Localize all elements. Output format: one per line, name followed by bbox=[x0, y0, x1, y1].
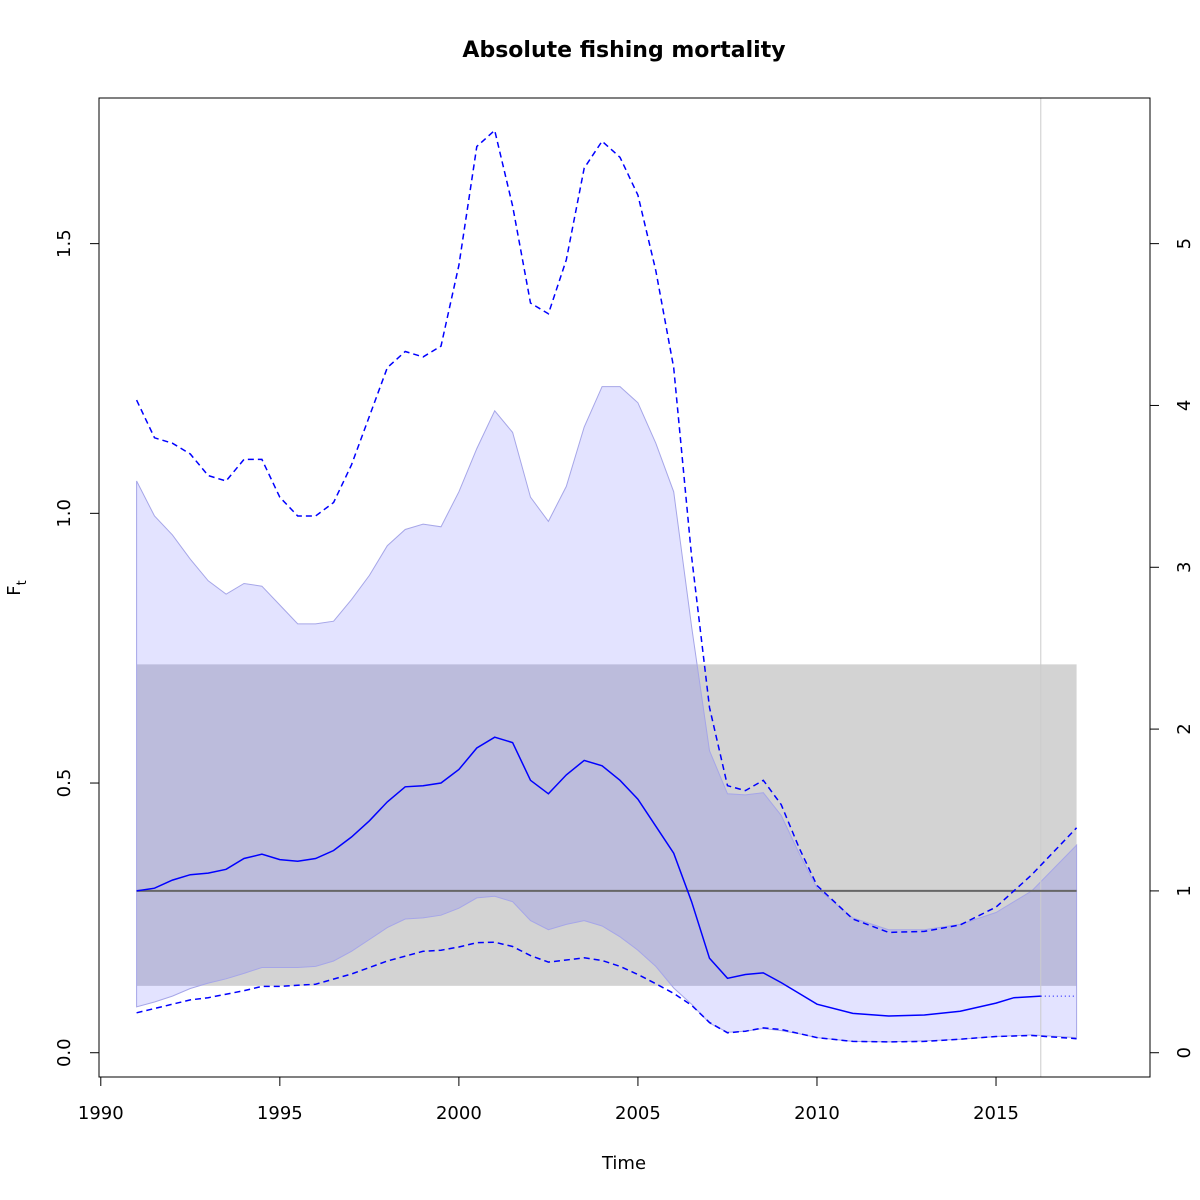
series-line-upper-ci bbox=[135, 128, 1078, 934]
y-tick-label: 0.0 bbox=[54, 1038, 75, 1067]
x-tick-label: 1995 bbox=[257, 1103, 303, 1124]
x-tick-label: 2010 bbox=[794, 1103, 840, 1124]
x-tick-label: 2000 bbox=[436, 1103, 482, 1124]
chart-title: Absolute fishing mortality bbox=[462, 38, 785, 63]
right-y-tick-label: 3 bbox=[1174, 562, 1195, 573]
right-y-tick-label: 4 bbox=[1174, 400, 1195, 411]
right-y-tick-label: 2 bbox=[1174, 723, 1195, 734]
y-tick-label: 1.5 bbox=[54, 229, 75, 258]
y-axis-title-main: F bbox=[4, 585, 25, 595]
y-axis-title: Ft bbox=[4, 580, 30, 595]
x-tick-label: 2005 bbox=[615, 1103, 661, 1124]
x-tick-label: 2015 bbox=[973, 1103, 1019, 1124]
x-axis: 1990 1995 2000 2005 2010 2015 bbox=[78, 1076, 1019, 1124]
series-line-estimate bbox=[136, 736, 1041, 1017]
right-y-tick-label: 1 bbox=[1174, 885, 1195, 896]
right-y-axis: 0 1 2 3 4 5 bbox=[1149, 238, 1195, 1058]
right-y-tick-label: 5 bbox=[1174, 238, 1195, 249]
x-axis-title: Time bbox=[601, 1153, 646, 1174]
plot-area bbox=[135, 98, 1078, 1077]
y-tick-label: 0.5 bbox=[54, 769, 75, 798]
y-axis-title-subscript: t bbox=[15, 580, 30, 585]
confidence-reference-overlap bbox=[136, 664, 1077, 986]
right-y-tick-label: 0 bbox=[1174, 1047, 1195, 1058]
y-tick-label: 1.0 bbox=[54, 499, 75, 528]
y-axis: 0.0 0.5 1.0 1.5 bbox=[54, 229, 100, 1067]
confidence-interval-edge bbox=[136, 386, 1078, 1043]
x-tick-label: 1990 bbox=[78, 1103, 124, 1124]
series-line-lower-ci bbox=[136, 941, 1077, 1043]
